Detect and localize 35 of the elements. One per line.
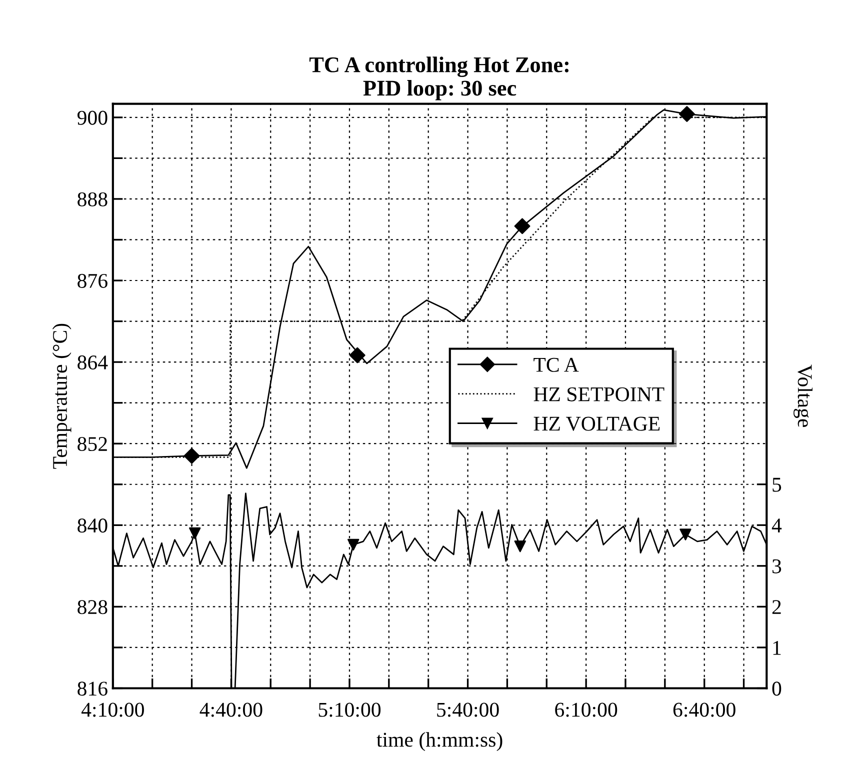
y2-tick-label: 3 xyxy=(772,559,782,574)
x-tick-label: 4:10:00 xyxy=(81,702,144,717)
y-tick-label: 840 xyxy=(78,518,108,533)
y-tick-label: 816 xyxy=(78,682,108,696)
y-axis-title: Temperature (°C) xyxy=(52,324,72,469)
y2-tick-label: 2 xyxy=(772,600,781,614)
point xyxy=(678,106,695,122)
legend-label: HZ SETPOINT xyxy=(534,387,664,402)
point xyxy=(680,528,692,540)
y-tick-label: 852 xyxy=(78,436,107,452)
x-tick-label: 6:10:00 xyxy=(555,702,618,717)
y-tick-label: 864 xyxy=(78,355,108,370)
y2-tick-label: 5 xyxy=(772,478,782,492)
y-tick-label: 888 xyxy=(78,192,108,206)
y2-tick-label: 0 xyxy=(772,682,782,696)
point xyxy=(514,540,526,552)
point xyxy=(349,347,366,364)
chart-title: TC A controlling Hot Zone: PID loop: 30 sec xyxy=(309,56,568,100)
y2-tick-label: 4 xyxy=(772,518,782,532)
point xyxy=(184,448,200,464)
x-axis-title: time (h:mm:ss) xyxy=(376,732,502,752)
x-tick-label: 4:40:00 xyxy=(200,702,262,717)
point xyxy=(514,218,530,234)
y-tick-label: 876 xyxy=(78,274,108,288)
y2-tick-label: 1 xyxy=(773,640,781,655)
y-tick-label: 828 xyxy=(78,600,108,614)
legend-label: HZ VOLTAGE xyxy=(534,416,660,431)
point xyxy=(348,538,360,551)
point xyxy=(189,527,201,540)
y2-axis-title: Voltage xyxy=(794,364,812,427)
x-tick-label: 5:40:00 xyxy=(437,702,499,717)
x-tick-label: 5:10:00 xyxy=(318,702,381,717)
x-tick-label: 6:40:00 xyxy=(673,702,736,717)
legend-label: TC A xyxy=(534,358,579,372)
y-tick-label: 900 xyxy=(77,110,108,125)
